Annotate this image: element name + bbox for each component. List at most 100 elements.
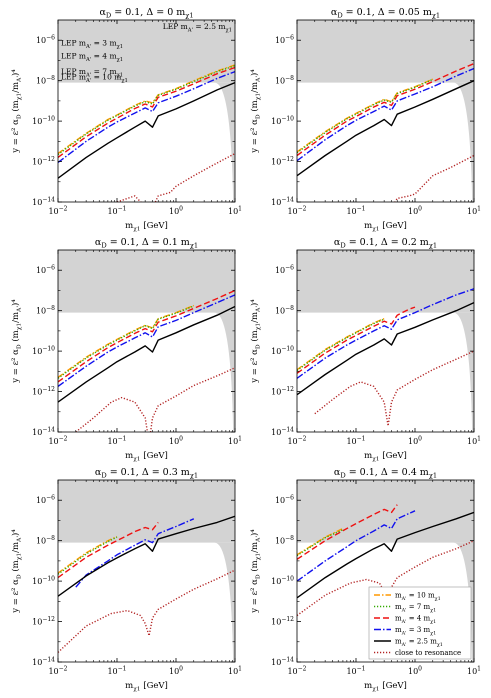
y-tick-label: 10−8: [36, 75, 55, 86]
chart-title: αD = 0.1, Δ = 0.1 mχ1​: [95, 237, 198, 250]
y-tick-label: 10−14: [32, 657, 55, 668]
axes-frame: [57, 479, 236, 663]
y-tick-label: 10−14: [271, 197, 294, 208]
x-tick-label: 100: [169, 666, 183, 677]
y-axis-label: y = ε² αD (mχ1/mA')⁴: [10, 529, 23, 614]
x-tick-label: 100: [408, 436, 422, 447]
x-tick-label: 101: [467, 666, 481, 677]
series-line: [297, 318, 385, 372]
y-tick-label: 10−14: [271, 427, 294, 438]
series-line: [297, 301, 474, 396]
x-tick-label: 10−1: [107, 436, 126, 447]
y-tick-label: 10−14: [271, 657, 294, 668]
lep-band-high-mass: [214, 542, 235, 662]
lep-band: [58, 250, 235, 313]
y-tick-label: 10−6: [275, 495, 294, 506]
series-line: [58, 289, 235, 383]
chart-panel-4: 10−2 10−1 100 101 10−14 10−12 10−10 10−8 10−6 αD …: [249, 237, 481, 463]
series-line: [58, 294, 235, 387]
y-tick-label: 10−6: [36, 35, 55, 46]
series-line: [297, 527, 344, 556]
y-tick-label: 10−6: [275, 265, 294, 276]
series-line: [58, 70, 235, 164]
x-tick-label: 10−2: [48, 206, 67, 217]
y-tick-label: 10−10: [32, 116, 55, 127]
y-tick-label: 10−8: [275, 75, 294, 86]
series-line: [297, 504, 398, 560]
series-lines: [58, 289, 235, 432]
series-line: [297, 80, 474, 177]
series-line: [297, 67, 474, 162]
y-tick-label: 10−6: [36, 495, 55, 506]
y-axis-label: y = ε² αD (mχ1/mA')⁴: [249, 529, 262, 614]
lep-band: [297, 480, 474, 543]
lep-label: LEP mA' = 2.5 mχ1​: [163, 22, 232, 34]
chart-title: αD = 0.1, Δ = 0.3 mχ1​: [95, 467, 198, 480]
y-tick-label: 10−6: [275, 35, 294, 46]
y-tick-label: 10−10: [271, 346, 294, 357]
series-line: [297, 288, 474, 379]
y-tick-label: 10−14: [32, 427, 55, 438]
legend-label: mA' = 4 mχ1​: [395, 615, 436, 626]
y-tick-label: 10−10: [271, 116, 294, 127]
series-line: [58, 536, 118, 575]
series-line: [58, 535, 118, 574]
x-axis-label: mχ1 [GeV]: [125, 221, 168, 233]
series-line: [297, 306, 416, 374]
lep-exclusion-bands: [297, 250, 474, 432]
x-tick-label: 10−1: [346, 436, 365, 447]
series-line: [58, 66, 235, 158]
lep-exclusion-bands: [297, 480, 474, 662]
lep-exclusion-bands: [58, 480, 235, 662]
series-line: [75, 518, 195, 588]
series-line: [116, 152, 235, 202]
y-tick-label: 10−10: [32, 576, 55, 587]
x-tick-label: 100: [408, 206, 422, 217]
x-tick-label: 10−1: [346, 206, 365, 217]
chart-panel-1: LEP mA' = 2.5 mχ1​LEP mA' = 3 mχ1​LEP mA…: [10, 7, 242, 233]
axes-frame: [296, 19, 475, 203]
y-tick-label: 10−14: [32, 197, 55, 208]
y-axis-label: y = ε² αD (mχ1/mA')⁴: [249, 69, 262, 154]
lep-band-high-mass: [453, 542, 474, 662]
lep-band: [58, 20, 235, 83]
x-tick-label: 10−1: [107, 206, 126, 217]
y-tick-label: 10−12: [32, 156, 55, 167]
series-line: [58, 515, 235, 597]
series-line: [58, 305, 195, 379]
series-line: [297, 318, 385, 371]
y-tick-label: 10−8: [36, 535, 55, 546]
x-tick-label: 101: [228, 206, 242, 217]
lep-label: LEP mA' = 4 mχ1​: [61, 51, 123, 63]
legend-label: close to resonance: [395, 649, 461, 657]
y-axis-label: y = ε² αD (mχ1/mA')⁴: [249, 299, 262, 384]
chart-panel-3: 10−2 10−1 100 101 10−14 10−12 10−10 10−8 10−6 αD …: [10, 237, 242, 463]
x-tick-label: 100: [169, 206, 183, 217]
series-line: [58, 569, 235, 653]
x-tick-label: 10−2: [287, 666, 306, 677]
y-tick-label: 10−8: [275, 535, 294, 546]
x-tick-label: 101: [228, 666, 242, 677]
series-lines: [58, 515, 235, 653]
legend-label: mA' = 2.5 mχ1​: [395, 638, 443, 649]
y-tick-label: 10−12: [32, 386, 55, 397]
y-tick-label: 10−10: [32, 346, 55, 357]
series-line: [75, 367, 235, 432]
x-axis-label: mχ1 [GeV]: [364, 681, 407, 693]
chart-panel-5: 10−2 10−1 100 101 10−14 10−12 10−10 10−8 10−6 αD …: [10, 467, 242, 693]
lep-label: LEP mA' = 3 mχ1​: [61, 38, 123, 50]
lep-label: LEP mA' = 10 mχ1​: [61, 73, 128, 85]
series-lines: [58, 64, 235, 202]
x-axis-label: mχ1 [GeV]: [125, 451, 168, 463]
x-tick-label: 100: [169, 436, 183, 447]
axes-frame: [57, 19, 236, 203]
x-axis-label: mχ1 [GeV]: [125, 681, 168, 693]
y-axis-label: y = ε² αD (mχ1/mA')⁴: [10, 69, 23, 154]
legend: mA' = 10 mχ1​mA' = 7 mχ1​mA' = 4 mχ1​mA'…: [368, 586, 472, 660]
lep-exclusion-bands: [58, 20, 235, 202]
series-line: [314, 350, 474, 427]
lep-band: [297, 250, 474, 313]
x-tick-label: 101: [467, 436, 481, 447]
x-tick-label: 100: [408, 666, 422, 677]
series-line: [297, 511, 474, 599]
